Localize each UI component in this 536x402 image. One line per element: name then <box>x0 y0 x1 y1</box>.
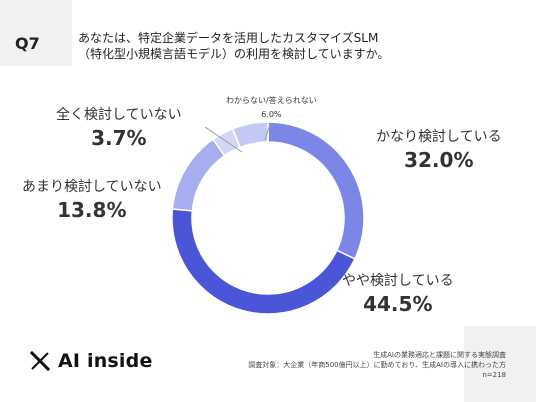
question-text: あなたは、特定企業データを活用したカスタマイズSLM （特化型小規模言語モデル）… <box>78 30 389 62</box>
question-number: Q7 <box>15 34 40 53</box>
corner-accent <box>0 0 72 66</box>
category-label: 全く検討していない <box>56 107 182 123</box>
value-label: 13.8% <box>57 198 127 222</box>
category-label: やや検討している <box>342 273 454 289</box>
footnote-target: 調査対象：大企業（年商500億円以上）に勤めており、生成AIの導入に携わった方 <box>248 361 506 369</box>
survey-footnote: 生成AIの業務適応と課題に関する実態調査 調査対象：大企業（年商500億円以上）… <box>248 350 506 380</box>
category-label: わからない/答えられない <box>226 96 317 105</box>
logo-x-icon <box>30 351 50 371</box>
value-label: 44.5% <box>363 292 433 316</box>
value-label: 32.0% <box>404 148 474 172</box>
slice-considering-somewhat <box>171 208 356 315</box>
value-label: 3.7% <box>91 126 147 150</box>
logo-text: AI inside <box>58 350 153 372</box>
label-considering-seriously: かなり検討している 32.0% <box>376 126 502 172</box>
label-not-at-all: 全く検討していない 3.7% <box>56 104 182 150</box>
question-line-2: （特化型小規模言語モデル）の利用を検討していますか。 <box>78 47 390 61</box>
label-considering-somewhat: やや検討している 44.5% <box>342 270 454 316</box>
label-not-much: あまり検討していない 13.8% <box>22 176 162 222</box>
slice-not-much <box>171 138 226 212</box>
category-label: かなり検討している <box>376 129 502 145</box>
footer-accent <box>464 326 536 402</box>
leader-lines <box>204 123 271 153</box>
category-label: あまり検討していない <box>22 179 162 195</box>
value-label: 6.0% <box>261 110 282 119</box>
footnote-sample-size: n=218 <box>482 371 506 379</box>
slice-considering-seriously <box>267 121 365 260</box>
donut-slices <box>171 121 365 315</box>
ai-inside-logo: AI inside <box>30 350 153 372</box>
leader-line-none <box>204 126 243 153</box>
footnote-title: 生成AIの業務適応と課題に関する実態調査 <box>373 351 506 359</box>
slice-unknown <box>231 121 269 149</box>
label-unknown: わからない/答えられない 6.0% <box>226 95 317 119</box>
leader-line-unknown <box>264 123 271 141</box>
question-line-1: あなたは、特定企業データを活用したカスタマイズSLM <box>78 31 379 45</box>
